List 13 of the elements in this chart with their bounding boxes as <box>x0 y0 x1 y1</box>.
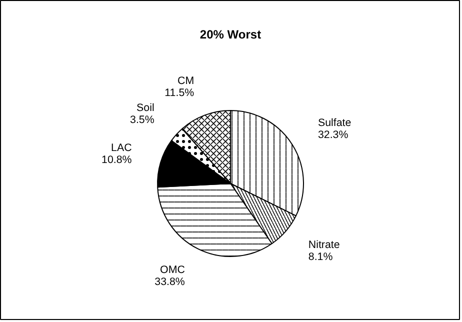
data-label: 3.5% <box>130 114 155 126</box>
data-label: 33.8% <box>154 276 186 288</box>
data-label: 8.1% <box>308 250 334 263</box>
slice-label: Soil <box>136 102 154 114</box>
slice-label: Sulfate <box>318 117 352 130</box>
data-label: 11.5% <box>164 87 195 100</box>
slice-label: OMC <box>160 264 186 276</box>
data-label: 10.8% <box>102 154 132 166</box>
slice-label: LAC <box>111 142 132 154</box>
slice-label: CM <box>178 75 194 88</box>
chart-title: 20% Worst <box>200 28 262 42</box>
slice-label: Nitrate <box>308 238 340 251</box>
data-label: 32.3% <box>318 129 349 142</box>
